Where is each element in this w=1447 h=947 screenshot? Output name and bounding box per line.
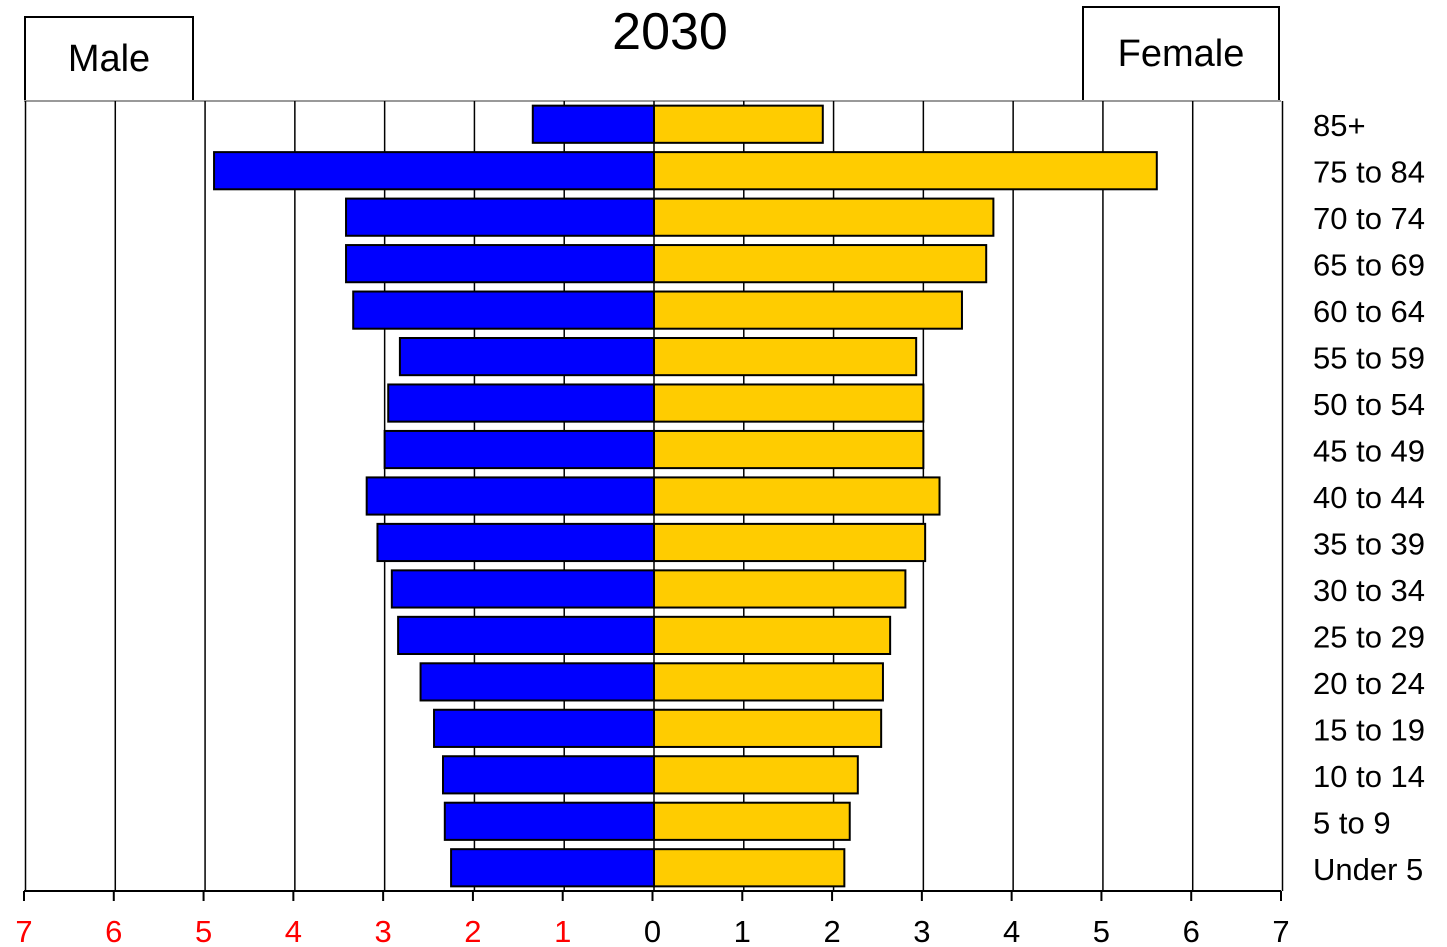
axis-layer xyxy=(23,890,1282,901)
female-bar xyxy=(653,104,824,144)
x-tick-label: 5 xyxy=(195,914,212,947)
x-tick-label: 1 xyxy=(734,914,751,947)
category-label: 85+ xyxy=(1313,108,1366,143)
male-label: Male xyxy=(67,37,151,80)
category-label: 30 to 34 xyxy=(1313,573,1425,608)
male-bar xyxy=(352,290,655,330)
category-label: 20 to 24 xyxy=(1313,666,1425,701)
category-label: 15 to 19 xyxy=(1313,712,1425,747)
male-bar xyxy=(390,569,655,609)
female-bar xyxy=(653,755,859,795)
male-bar xyxy=(376,522,655,563)
male-bar xyxy=(387,383,655,423)
category-label: 50 to 54 xyxy=(1313,387,1425,422)
x-tick-label: 1 xyxy=(554,914,571,947)
x-tick-label: 4 xyxy=(1003,914,1020,947)
x-tick-label: 3 xyxy=(913,914,930,947)
female-bar xyxy=(653,476,941,516)
male-bar xyxy=(365,476,655,516)
category-labels: 85+ 75 to 84 70 to 74 65 to 69 60 to 64 55 to… xyxy=(1313,108,1425,887)
male-bar xyxy=(442,755,655,795)
x-tick-label: 2 xyxy=(464,914,481,947)
x-tick-label: 7 xyxy=(1272,914,1289,947)
male-bar xyxy=(433,708,655,748)
female-bar xyxy=(653,383,925,423)
bars-layer xyxy=(213,104,1158,888)
male-bar xyxy=(450,848,655,888)
female-bar xyxy=(653,615,892,656)
category-label: 5 to 9 xyxy=(1313,805,1391,840)
male-bar xyxy=(345,244,655,284)
female-bar xyxy=(653,569,907,609)
male-bar xyxy=(443,801,655,841)
female-label: Female xyxy=(1117,32,1245,75)
male-bar xyxy=(345,197,655,237)
x-tick-label: 7 xyxy=(15,914,32,947)
category-label: 25 to 29 xyxy=(1313,619,1425,654)
x-tick-label: 6 xyxy=(105,914,122,947)
female-bar xyxy=(653,429,925,470)
male-bar xyxy=(398,337,655,377)
female-bar xyxy=(653,662,884,702)
male-bar xyxy=(531,104,656,144)
category-label: 10 to 14 xyxy=(1313,759,1425,794)
female-bar xyxy=(653,337,918,377)
female-bar xyxy=(653,848,846,888)
category-label: 45 to 49 xyxy=(1313,434,1425,469)
category-label: 40 to 44 xyxy=(1313,480,1425,515)
x-tick-labels: 7 6 5 4 3 2 1 0 1 2 3 4 5 6 7 xyxy=(15,914,1289,947)
female-bar xyxy=(653,197,995,237)
x-tick-label: 3 xyxy=(375,914,392,947)
female-bar xyxy=(653,290,963,330)
female-bar xyxy=(653,522,927,563)
female-bar xyxy=(653,244,988,284)
x-tick-label: 5 xyxy=(1093,914,1110,947)
female-bar xyxy=(653,151,1158,191)
x-tick-label: 0 xyxy=(644,914,661,947)
female-bar xyxy=(653,708,883,748)
category-label: Under 5 xyxy=(1313,852,1423,887)
category-label: 65 to 69 xyxy=(1313,248,1425,283)
category-label: 70 to 74 xyxy=(1313,201,1425,236)
male-bar xyxy=(383,429,655,470)
category-label: 55 to 59 xyxy=(1313,341,1425,376)
male-bar xyxy=(419,662,655,702)
x-tick-label: 2 xyxy=(823,914,840,947)
chart-title: 2030 xyxy=(612,3,728,61)
category-label: 60 to 64 xyxy=(1313,294,1425,329)
x-tick-label: 4 xyxy=(285,914,302,947)
x-tick-label: 6 xyxy=(1183,914,1200,947)
category-label: 35 to 39 xyxy=(1313,526,1425,561)
female-legend-box: Female xyxy=(1082,6,1280,102)
male-bar xyxy=(213,151,656,191)
female-bar xyxy=(653,801,851,841)
male-bar xyxy=(397,615,655,656)
male-legend-box: Male xyxy=(24,16,194,102)
category-label: 75 to 84 xyxy=(1313,155,1425,190)
